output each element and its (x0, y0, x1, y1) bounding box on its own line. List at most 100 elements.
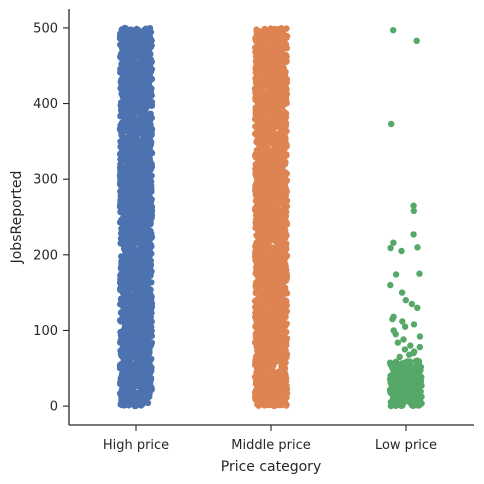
point-middle-price (253, 329, 260, 337)
point-high-price (131, 273, 138, 280)
point-high-price (133, 255, 140, 263)
point-middle-price (281, 199, 288, 207)
point-high-price (127, 281, 134, 288)
point-low-price (407, 342, 414, 349)
point-middle-price (271, 145, 278, 153)
point-high-price (131, 399, 138, 406)
point-high-price (124, 193, 132, 200)
point-low-price (413, 37, 420, 44)
point-high-price (146, 33, 154, 40)
point-high-price (126, 76, 134, 83)
point-middle-price (268, 89, 276, 96)
point-middle-price (257, 308, 264, 315)
point-middle-price (257, 334, 265, 341)
y-tick-label: 400 (33, 97, 58, 112)
point-middle-price (253, 323, 260, 331)
x-axis-label: Price category (221, 459, 321, 475)
point-high-price (119, 234, 126, 241)
point-high-price (117, 156, 124, 163)
point-middle-price (272, 291, 279, 298)
point-high-price (138, 175, 146, 183)
point-middle-price (270, 95, 277, 103)
point-low-price (405, 366, 413, 374)
point-high-price (140, 272, 148, 279)
point-high-price (142, 254, 150, 262)
point-high-price (134, 187, 141, 194)
point-high-price (130, 206, 138, 213)
point-high-price (123, 398, 131, 406)
point-high-price (136, 304, 144, 311)
point-high-price (118, 50, 126, 58)
point-middle-price (253, 52, 260, 59)
point-middle-price (254, 226, 261, 233)
point-low-price (389, 382, 396, 389)
point-high-price (145, 305, 152, 312)
point-high-price (135, 76, 143, 84)
point-middle-price (271, 333, 278, 340)
point-high-price (127, 367, 134, 374)
point-middle-price (274, 72, 281, 79)
point-middle-price (263, 284, 270, 291)
point-high-price (133, 147, 140, 154)
point-high-price (116, 365, 124, 372)
point-middle-price (258, 353, 265, 361)
point-middle-price (273, 43, 280, 51)
point-high-price (125, 324, 133, 331)
point-middle-price (278, 278, 285, 285)
point-low-price (398, 289, 406, 296)
point-high-price (139, 401, 146, 408)
point-middle-price (283, 401, 290, 408)
point-middle-price (271, 180, 278, 187)
point-low-price (390, 27, 397, 34)
point-middle-price (277, 293, 284, 301)
point-high-price (144, 225, 152, 233)
point-middle-price (257, 83, 264, 91)
point-high-price (135, 32, 142, 39)
point-low-price (389, 376, 396, 383)
point-high-price (118, 239, 125, 246)
point-low-price (387, 244, 394, 252)
point-middle-price (252, 361, 260, 369)
point-high-price (119, 374, 127, 381)
point-low-price (401, 323, 409, 330)
point-high-price (141, 363, 148, 371)
point-low-price (414, 401, 421, 409)
point-middle-price (277, 148, 284, 155)
point-middle-price (256, 371, 263, 379)
point-middle-price (276, 155, 283, 162)
point-high-price (147, 220, 154, 228)
point-middle-price (252, 104, 259, 112)
point-high-price (119, 133, 126, 140)
point-middle-price (280, 57, 287, 64)
point-middle-price (252, 34, 259, 42)
point-high-price (139, 47, 146, 54)
point-high-price (119, 71, 126, 79)
point-high-price (145, 265, 153, 272)
point-low-price (392, 331, 399, 338)
point-middle-price (251, 297, 259, 305)
point-high-price (140, 55, 147, 62)
point-high-price (148, 211, 156, 219)
point-middle-price (274, 216, 281, 223)
point-high-price (144, 399, 152, 407)
point-middle-price (257, 73, 264, 80)
point-high-price (134, 95, 141, 102)
y-tick-label: 100 (33, 324, 58, 339)
point-middle-price (265, 150, 272, 158)
point-high-price (131, 333, 138, 341)
point-high-price (117, 309, 125, 316)
point-low-price (387, 361, 394, 368)
point-low-price (410, 321, 418, 328)
point-high-price (127, 292, 134, 299)
point-high-price (126, 56, 133, 64)
point-high-price (144, 276, 151, 284)
point-high-price (117, 295, 125, 302)
point-high-price (131, 163, 138, 171)
point-high-price (130, 83, 137, 90)
point-middle-price (270, 117, 277, 125)
point-low-price (414, 244, 421, 251)
point-high-price (147, 375, 155, 382)
point-middle-price (281, 183, 288, 190)
point-middle-price (272, 83, 279, 91)
point-middle-price (280, 357, 288, 365)
